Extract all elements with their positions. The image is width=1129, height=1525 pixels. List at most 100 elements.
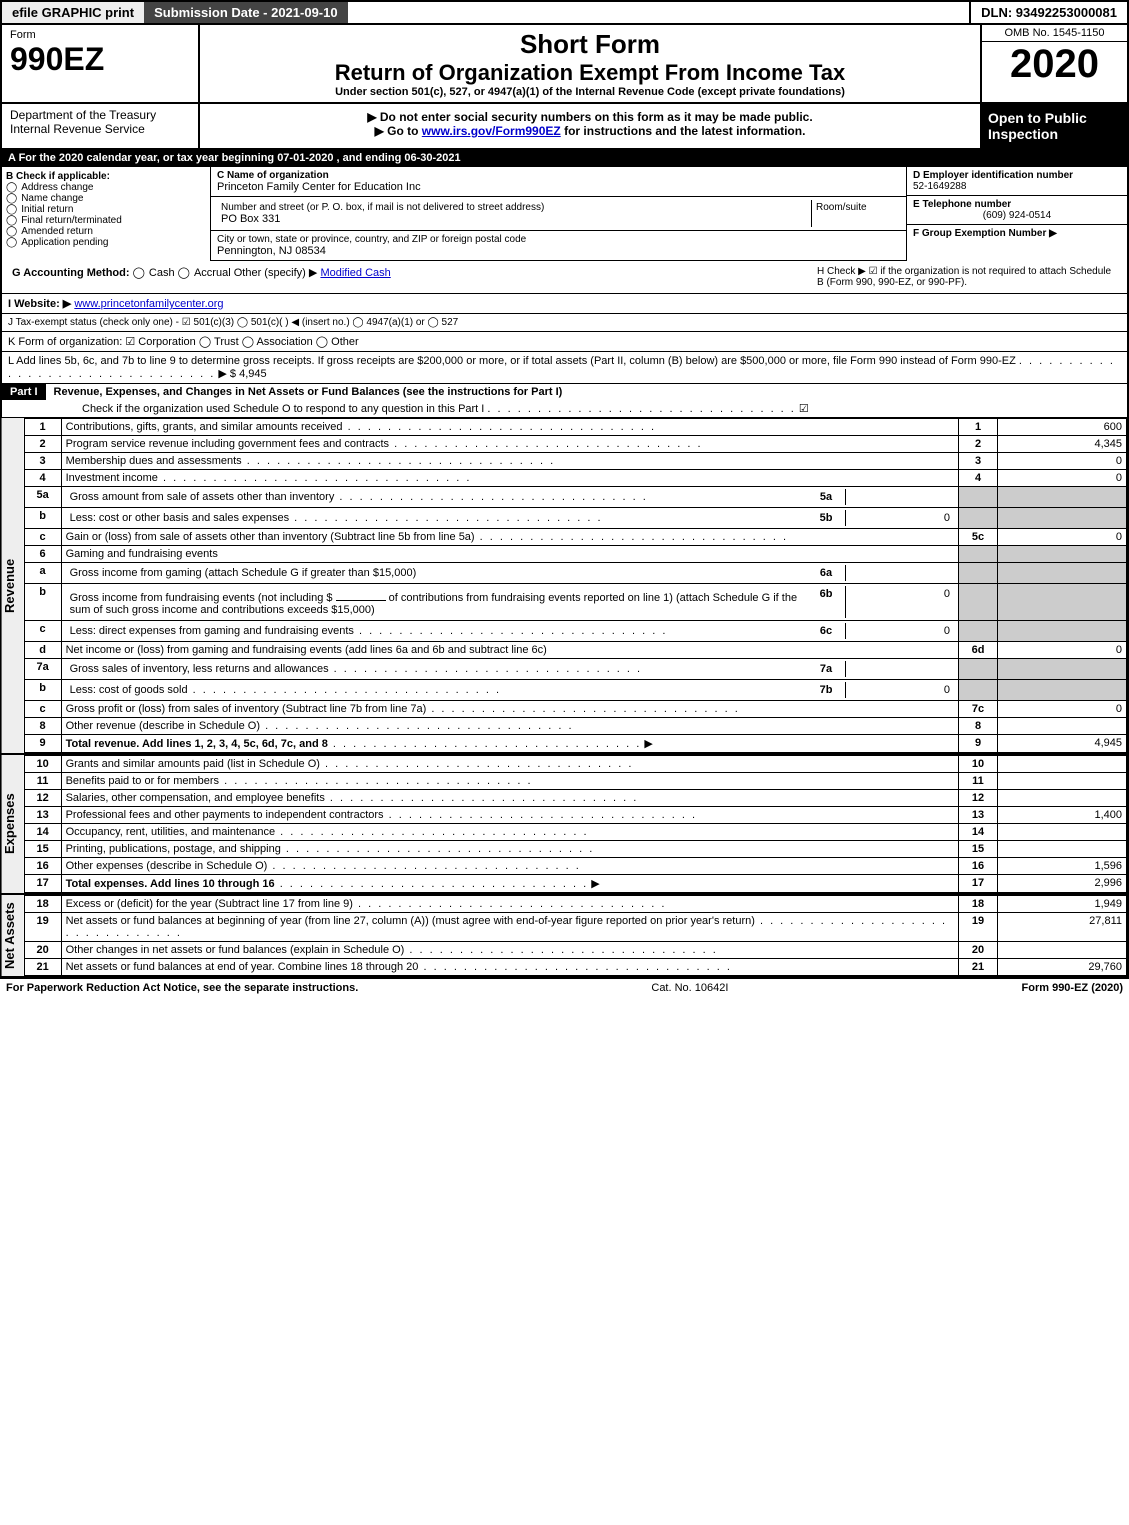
table-row: cGain or (loss) from sale of assets othe… [24,529,1126,546]
open-to-public: Open to Public Inspection [982,104,1127,148]
amount [998,942,1127,959]
inner-amount [846,489,954,505]
col-num: 7c [959,701,998,718]
inner-amount: 0 [846,682,954,698]
col-num: 17 [959,875,998,893]
col-num: 1 [959,419,998,436]
table-row: 9Total revenue. Add lines 1, 2, 3, 4, 5c… [24,735,1126,753]
line-text: Benefits paid to or for members [61,773,958,790]
table-row: 1Contributions, gifts, grants, and simil… [24,419,1126,436]
line-num: 4 [24,470,61,487]
box-b-label: B Check if applicable: [6,171,206,182]
line-text: Contributions, gifts, grants, and simila… [61,419,958,436]
addr-label: Number and street (or P. O. box, if mail… [221,202,807,213]
line-text: Gaming and fundraising events [61,546,958,563]
accounting-cash[interactable]: Cash [133,267,175,279]
table-row: 16Other expenses (describe in Schedule O… [24,858,1126,875]
check-final-return[interactable]: Final return/terminated [6,215,206,226]
line-num: d [24,642,61,659]
room-label: Room/suite [816,202,896,213]
line-text: Net assets or fund balances at beginning… [61,913,958,942]
header-row2: Department of the Treasury Internal Reve… [0,104,1129,150]
line-num: 16 [24,858,61,875]
footer-left: For Paperwork Reduction Act Notice, see … [6,982,358,994]
form-number: 990EZ [10,41,190,78]
subtitle: Under section 501(c), 527, or 4947(a)(1)… [208,86,972,98]
revenue-side-label: Revenue [2,418,24,753]
check-address-change[interactable]: Address change [6,182,206,193]
inner-amount [846,661,954,677]
inner-amount: 0 [846,586,954,618]
inner-col: 6b [807,586,846,618]
part1-checkbox[interactable] [799,403,813,415]
accounting-accrual[interactable]: Accrual [178,267,231,279]
form-label: Form [10,29,190,41]
line-num: 18 [24,896,61,913]
amount: 2,996 [998,875,1127,893]
city-label: City or town, state or province, country… [217,234,900,245]
col-num: 10 [959,756,998,773]
blank-input[interactable] [336,588,386,601]
line-num: 1 [24,419,61,436]
table-row: 12Salaries, other compensation, and empl… [24,790,1126,807]
line-text: Professional fees and other payments to … [61,807,958,824]
line-text: Other revenue (describe in Schedule O) [61,718,958,735]
table-row: 19Net assets or fund balances at beginni… [24,913,1126,942]
line-num: 11 [24,773,61,790]
amount: 29,760 [998,959,1127,976]
website-link[interactable]: www.princetonfamilycenter.org [74,298,223,310]
line-l-value: 4,945 [239,368,267,380]
phone-value: (609) 924-0514 [913,210,1121,221]
expenses-side-label: Expenses [2,755,24,893]
table-row: 20Other changes in net assets or fund ba… [24,942,1126,959]
amount: 600 [998,419,1127,436]
accounting-other-label: Other (specify) ▶ [234,267,318,279]
check-initial-return[interactable]: Initial return [6,204,206,215]
amount: 0 [998,642,1127,659]
col-num: 9 [959,735,998,753]
irs-link[interactable]: www.irs.gov/Form990EZ [422,124,561,138]
page-footer: For Paperwork Reduction Act Notice, see … [0,978,1129,997]
line-text: Membership dues and assessments [61,453,958,470]
col-num: 2 [959,436,998,453]
col-num: 3 [959,453,998,470]
check-application-pending[interactable]: Application pending [6,237,206,248]
line-num: 13 [24,807,61,824]
netassets-table: 18Excess or (deficit) for the year (Subt… [24,895,1127,976]
amount [998,773,1127,790]
table-row: 21Net assets or fund balances at end of … [24,959,1126,976]
inner-col: 6c [807,623,846,639]
inner-amount: 0 [846,510,954,526]
table-row: 11Benefits paid to or for members11 [24,773,1126,790]
org-name: Princeton Family Center for Education In… [217,181,900,193]
inner-col: 5a [807,489,846,505]
line-num: a [24,563,61,584]
efile-tab[interactable]: efile GRAPHIC print [2,2,144,23]
line-text: Salaries, other compensation, and employ… [61,790,958,807]
line-num: 21 [24,959,61,976]
line-text: Printing, publications, postage, and shi… [61,841,958,858]
line-text: Gain or (loss) from sale of assets other… [61,529,958,546]
col-shade [959,508,998,529]
line-text: Grants and similar amounts paid (list in… [61,756,958,773]
line-text: Excess or (deficit) for the year (Subtra… [61,896,958,913]
line-num: 14 [24,824,61,841]
netassets-side-label: Net Assets [2,895,24,976]
phone-label: E Telephone number [913,199,1121,210]
org-name-label: C Name of organization [217,170,900,181]
expenses-section: Expenses 10Grants and similar amounts pa… [0,755,1129,895]
line-h-schedule-b: H Check ▶ ☑ if the organization is not r… [813,264,1121,290]
footer-catalog: Cat. No. 10642I [651,982,728,994]
ssn-warning: ▶ Do not enter social security numbers o… [206,110,974,124]
dots [487,403,795,415]
line-text: Total expenses. Add lines 10 through 16 … [61,875,958,893]
check-name-change[interactable]: Name change [6,193,206,204]
col-num: 14 [959,824,998,841]
col-shade [959,584,998,621]
col-num: 19 [959,913,998,942]
line-num: 17 [24,875,61,893]
col-shade [959,680,998,701]
check-amended-return[interactable]: Amended return [6,226,206,237]
accounting-other-value[interactable]: Modified Cash [320,267,390,279]
revenue-section: Revenue 1Contributions, gifts, grants, a… [0,418,1129,755]
